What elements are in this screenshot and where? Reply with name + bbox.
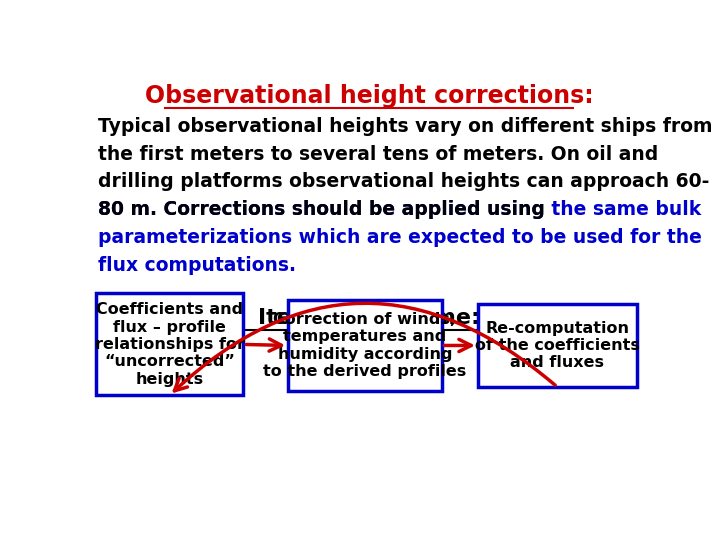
Text: 80 m. Corrections should be applied using: 80 m. Corrections should be applied usin…: [99, 200, 552, 219]
FancyBboxPatch shape: [288, 300, 441, 391]
Text: Iteration scheme:: Iteration scheme:: [258, 308, 480, 328]
Text: Coefficients and
flux – profile
relationships for
“uncorrected”
heights: Coefficients and flux – profile relation…: [94, 302, 245, 387]
Text: the first meters to several tens of meters. On oil and: the first meters to several tens of mete…: [99, 145, 659, 164]
Text: flux computations.: flux computations.: [99, 256, 297, 275]
Text: Typical observational heights vary on different ships from: Typical observational heights vary on di…: [99, 117, 713, 136]
FancyBboxPatch shape: [96, 294, 243, 395]
FancyArrowPatch shape: [174, 303, 555, 391]
Text: drilling platforms observational heights can approach 60-: drilling platforms observational heights…: [99, 172, 710, 192]
Text: parameterizations which are expected to be used for the: parameterizations which are expected to …: [99, 228, 702, 247]
Text: 80 m. Corrections should be applied using the same bulk: 80 m. Corrections should be applied usin…: [99, 200, 701, 219]
FancyBboxPatch shape: [478, 304, 637, 387]
Text: Correction of winds,
temperatures and
humidity according
to the derived profiles: Correction of winds, temperatures and hu…: [264, 312, 467, 379]
Text: Observational height corrections:: Observational height corrections:: [145, 84, 593, 107]
Text: Re-computation
of the coefficients
and fluxes: Re-computation of the coefficients and f…: [475, 321, 640, 370]
